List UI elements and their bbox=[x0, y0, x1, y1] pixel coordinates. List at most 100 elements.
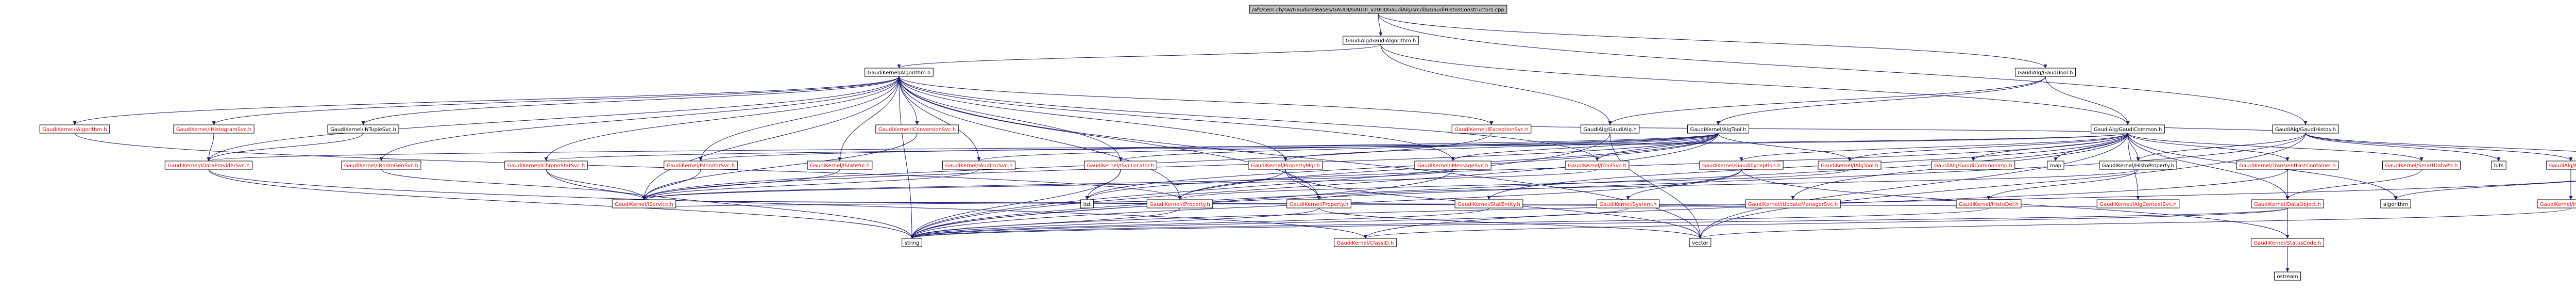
edge bbox=[642, 169, 1598, 200]
node-box bbox=[1565, 160, 1630, 170]
edge bbox=[1378, 13, 1383, 37]
edge bbox=[642, 169, 979, 200]
edge bbox=[642, 169, 840, 200]
node-box bbox=[327, 124, 399, 134]
node-label: GaudiKernel/SmartDataPtr.h bbox=[2385, 163, 2458, 169]
node-box bbox=[1687, 124, 1750, 134]
edge bbox=[1317, 169, 2139, 200]
node-box bbox=[1343, 36, 1419, 45]
node-label: GaudiKernel/IAlgorithm.h bbox=[42, 127, 107, 133]
node-box bbox=[1689, 238, 1711, 247]
edge bbox=[1378, 13, 2047, 69]
node-label: GaudiAlg/GaudiHistos.h bbox=[2275, 127, 2336, 133]
node-label: GaudiKernel/IRndmGenSvc.h bbox=[344, 163, 418, 169]
edge bbox=[899, 76, 1494, 125]
edge bbox=[546, 169, 914, 239]
node-box bbox=[341, 160, 421, 170]
edge bbox=[207, 133, 2128, 162]
edge bbox=[899, 76, 1182, 200]
node-box bbox=[1931, 160, 2015, 170]
edge bbox=[207, 133, 364, 162]
node-label: GaudiKernel/System.h bbox=[1600, 202, 1657, 207]
node-box bbox=[942, 160, 1015, 170]
edge bbox=[1698, 133, 2306, 239]
node-label: GaudiKernel/IAlgTool.h bbox=[1821, 163, 1878, 169]
edge bbox=[1848, 133, 2128, 162]
node-box bbox=[1818, 160, 1882, 170]
edge bbox=[1380, 44, 1612, 125]
node-box bbox=[2537, 199, 2576, 208]
edge bbox=[699, 76, 900, 162]
edge bbox=[2305, 133, 2573, 162]
node-box bbox=[1597, 199, 1659, 208]
edge bbox=[899, 76, 1599, 162]
node-label: vector bbox=[1692, 240, 1709, 246]
edge bbox=[73, 76, 900, 125]
node-box bbox=[664, 160, 738, 170]
node-box bbox=[2272, 124, 2339, 134]
edge bbox=[2305, 133, 2576, 152]
node-box bbox=[2015, 68, 2076, 77]
edge bbox=[910, 133, 2128, 239]
node-box bbox=[1248, 160, 1323, 170]
edge bbox=[2045, 76, 2130, 125]
edge bbox=[1118, 133, 1719, 162]
edge bbox=[642, 133, 1719, 200]
node-box bbox=[2250, 238, 2325, 247]
node-box bbox=[807, 160, 873, 170]
edge bbox=[899, 76, 1455, 162]
node-label: GaudiKernel/IDataProviderSvc.h bbox=[167, 163, 249, 169]
edge bbox=[545, 133, 2128, 162]
node-label: map bbox=[2050, 163, 2061, 169]
node-box bbox=[2099, 160, 2177, 170]
edge bbox=[1378, 13, 2308, 125]
node-box bbox=[1286, 199, 1351, 208]
edge bbox=[361, 76, 900, 125]
edge bbox=[1178, 169, 1286, 200]
node-label: GaudiAlg/GaudiCommonImp.h bbox=[1934, 163, 2012, 169]
node-label: GaudiKernel/GaudiException.h bbox=[1702, 163, 1781, 169]
node-label: GaudiKernel/IService.h bbox=[615, 202, 673, 207]
node-label: GaudiKernel/IMonitorSvc.h bbox=[667, 163, 735, 169]
node-box bbox=[2546, 160, 2576, 170]
edge bbox=[1608, 76, 2046, 125]
node-box bbox=[2491, 160, 2506, 170]
edge bbox=[642, 133, 1492, 200]
node-label: GaudiKernel/PropertyMgr.h bbox=[1251, 163, 1320, 169]
node-box bbox=[504, 160, 588, 170]
edge bbox=[910, 133, 1719, 239]
edge bbox=[1363, 207, 2288, 239]
node-label: GaudiKernel/IExceptionSvc.h bbox=[1454, 127, 1529, 133]
edge bbox=[212, 76, 900, 125]
edge bbox=[2136, 133, 2306, 162]
node-box bbox=[39, 124, 110, 134]
edge bbox=[838, 76, 900, 162]
node-box bbox=[2047, 160, 2064, 170]
node-box bbox=[2096, 199, 2180, 208]
node-label: GaudiKernel/AlgTool.h bbox=[1690, 127, 1746, 133]
node-box bbox=[1080, 199, 1094, 208]
node-label: GaudiKernel/IHistogramSvc.h bbox=[176, 127, 251, 133]
node-box bbox=[173, 124, 255, 134]
node-label: GaudiKernel/INTupleSvc.h bbox=[330, 127, 396, 133]
edge bbox=[910, 133, 1611, 239]
node-box bbox=[1334, 238, 1397, 247]
node-box bbox=[1451, 124, 1532, 134]
edge bbox=[643, 199, 2139, 208]
edge bbox=[1487, 133, 2128, 200]
node-box bbox=[1249, 5, 1507, 14]
edge bbox=[2127, 133, 2424, 162]
edge bbox=[1698, 207, 2571, 239]
node-label: GaudiAlg/GaudiAlgorithm.h bbox=[1346, 38, 1416, 44]
edge bbox=[74, 133, 1182, 200]
node-label: GaudiKernel/HistoDef.h bbox=[1959, 202, 2019, 207]
node-box bbox=[1146, 199, 1213, 208]
edge bbox=[899, 76, 1287, 162]
edge bbox=[208, 169, 1367, 239]
edge bbox=[910, 207, 2288, 239]
edge bbox=[2127, 133, 2290, 162]
node-label: GaudiKernel/Algorithm.h bbox=[868, 70, 931, 76]
edge bbox=[899, 76, 1123, 162]
